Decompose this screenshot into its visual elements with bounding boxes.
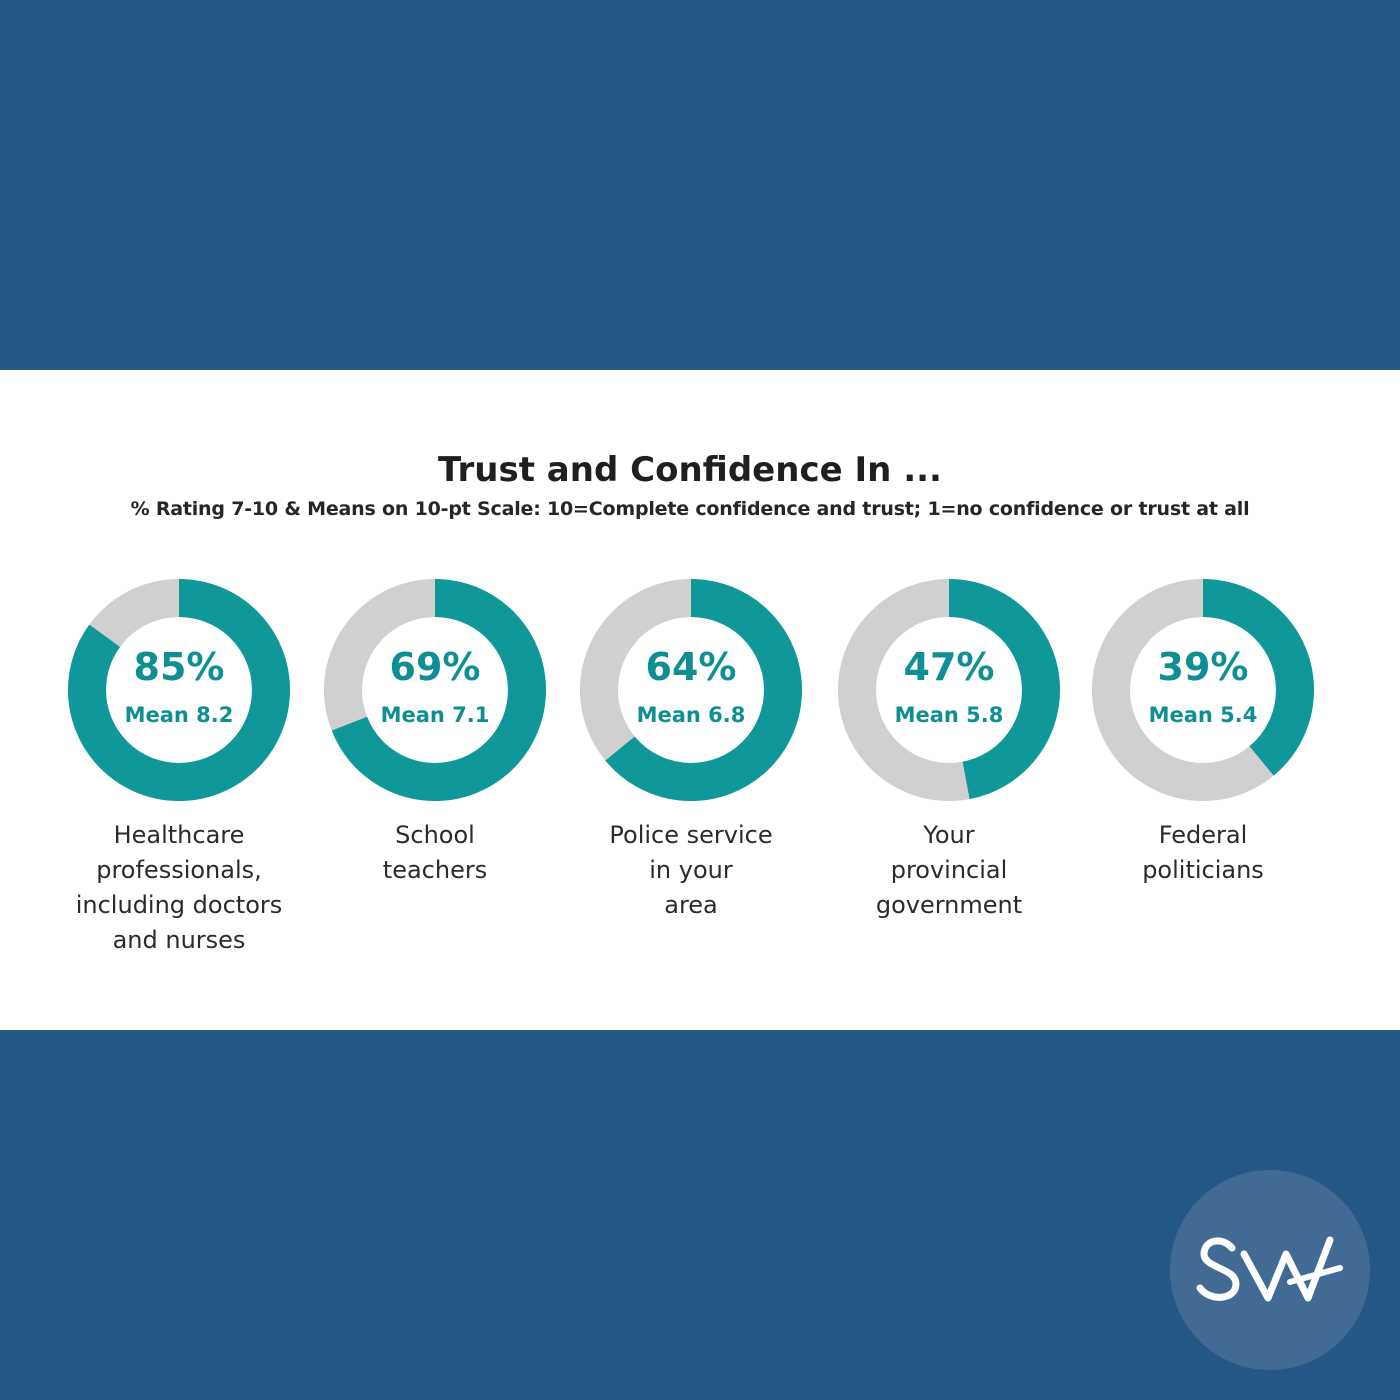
donut-mean-healthcare: Mean 8.2 bbox=[124, 703, 234, 727]
donut-arc-provincial-government bbox=[838, 579, 1060, 801]
category-label-healthcare: Healthcare professionals, including doct… bbox=[75, 821, 283, 954]
category-label-police: Police service in your area bbox=[609, 821, 773, 919]
donut-mean-school-teachers: Mean 7.1 bbox=[380, 703, 490, 727]
chart-title: Trust and Confidence In ... bbox=[438, 450, 942, 490]
donut-value-healthcare: 85% bbox=[133, 645, 225, 689]
donut-federal-politicians: 39% Mean 5.4 bbox=[1088, 575, 1318, 805]
donut-value-police: 64% bbox=[645, 645, 737, 689]
donut-arc-federal-politicians bbox=[1092, 579, 1314, 801]
chart-panel: Trust and Confidence In ... % Rating 7-1… bbox=[0, 370, 1400, 1030]
donut-ring-police bbox=[580, 579, 802, 801]
sw-logo bbox=[1170, 1170, 1370, 1370]
donut-provincial-government: 47% Mean 5.8 bbox=[834, 575, 1064, 805]
donut-ring-provincial-government bbox=[838, 579, 1060, 801]
donut-value-federal-politicians: 39% bbox=[1157, 645, 1249, 689]
category-label-federal-politicians: Federal politicians bbox=[1142, 821, 1264, 884]
chart-subtitle: % Rating 7-10 & Means on 10-pt Scale: 10… bbox=[130, 498, 1250, 520]
category-label-school-teachers: School teachers bbox=[382, 821, 488, 884]
donut-mean-police: Mean 6.8 bbox=[636, 703, 746, 727]
category-label-provincial-government: Your provincial government bbox=[875, 821, 1023, 919]
donut-arc-healthcare bbox=[68, 579, 290, 801]
donut-arc-police bbox=[580, 579, 802, 801]
donut-police: 64% Mean 6.8 bbox=[576, 575, 806, 805]
donut-ring-federal-politicians bbox=[1092, 579, 1314, 801]
donut-mean-provincial-government: Mean 5.8 bbox=[894, 703, 1004, 727]
donut-healthcare: 85% Mean 8.2 bbox=[64, 575, 294, 805]
sw-logo-icon bbox=[1196, 1236, 1343, 1302]
donut-ring-healthcare bbox=[68, 579, 290, 801]
donut-value-provincial-government: 47% bbox=[903, 645, 995, 689]
donut-mean-federal-politicians: Mean 5.4 bbox=[1148, 703, 1258, 727]
donut-arc-school-teachers bbox=[324, 579, 546, 801]
donut-school-teachers: 69% Mean 7.1 bbox=[320, 575, 550, 805]
donut-ring-school-teachers bbox=[324, 579, 546, 801]
donut-value-school-teachers: 69% bbox=[389, 645, 481, 689]
